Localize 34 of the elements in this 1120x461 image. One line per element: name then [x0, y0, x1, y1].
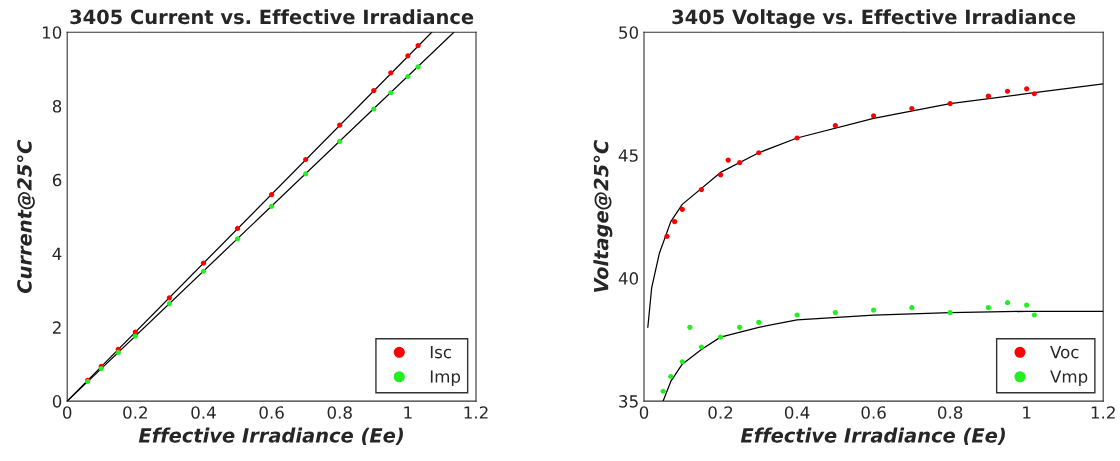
x-axis-title: Effective Irradiance (Ee) — [740, 427, 1005, 445]
x-tick-label: 0.6 — [861, 406, 886, 419]
y-tick-label: 10 — [42, 26, 62, 39]
x-tick-label: 1 — [1023, 406, 1031, 419]
x-tick-label: 1.2 — [464, 406, 488, 419]
y-axis-title: Voltage@25°C — [593, 140, 613, 293]
x-axis-title: Effective Irradiance (Ee) — [138, 427, 403, 445]
y-tick-label: 6 — [52, 173, 62, 187]
x-tick-label: 0.4 — [191, 406, 216, 419]
x-tick-label: 0.8 — [327, 406, 352, 419]
x-tick-label: 0 — [63, 406, 72, 419]
x-tick-label: 0.2 — [708, 406, 733, 419]
legend-label: Voc — [1050, 345, 1079, 359]
x-tick-label: 0 — [639, 406, 649, 419]
y-tick-label: 2 — [52, 321, 61, 334]
y-tick-label: 50 — [619, 26, 639, 39]
x-tick-label: 0.6 — [259, 406, 284, 419]
chart-title: 3405 Current vs. Effective Irradiance — [70, 9, 474, 25]
x-tick-label: 0.8 — [937, 406, 963, 419]
y-tick-label: 8 — [52, 99, 62, 113]
y-tick-label: 45 — [618, 149, 638, 162]
legend-label: Vmp — [1050, 370, 1088, 387]
x-tick-label: 1 — [404, 406, 412, 419]
legend-label: Imp — [430, 370, 461, 387]
x-tick-label: 1.2 — [1091, 406, 1115, 419]
chart-title: 3405 Voltage vs. Effective Irradiance — [672, 9, 1076, 29]
y-tick-label: 35 — [619, 395, 638, 408]
y-tick-label: 4 — [52, 247, 62, 260]
y-tick-label: 40 — [618, 272, 639, 285]
legend-label: Isc — [430, 345, 451, 359]
y-tick-label: 0 — [52, 395, 62, 408]
x-tick-label: 0.2 — [123, 406, 147, 419]
x-tick-label: 0.4 — [784, 406, 810, 419]
y-axis-title: Current@25°C — [16, 139, 35, 294]
